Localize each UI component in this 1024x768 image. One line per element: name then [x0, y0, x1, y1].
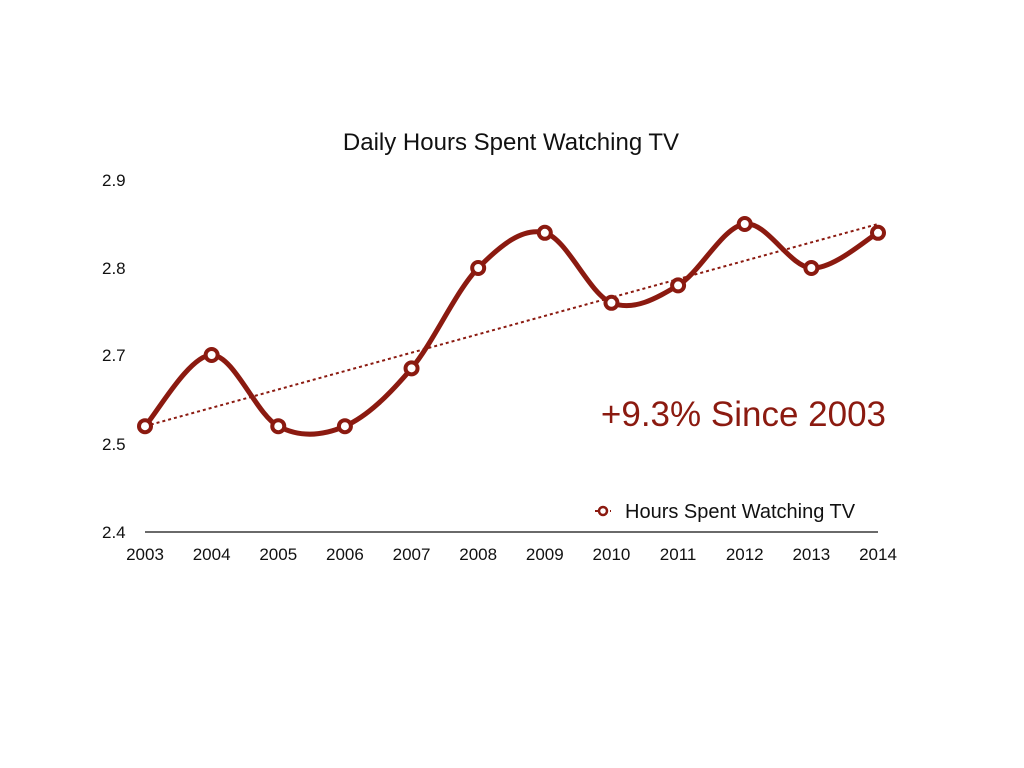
x-tick-label: 2011	[660, 545, 697, 564]
y-tick-label: 2.9	[102, 171, 126, 190]
x-tick-label: 2010	[593, 545, 631, 564]
y-tick-label: 2.7	[102, 346, 126, 365]
data-point	[670, 277, 687, 294]
legend: Hours Spent Watching TV	[595, 501, 856, 523]
data-point	[203, 347, 220, 363]
x-tick-label: 2013	[792, 545, 830, 564]
annotation-text: +9.3% Since 2003	[601, 395, 886, 434]
data-point	[470, 260, 487, 276]
data-point	[270, 418, 287, 435]
data-point	[336, 418, 353, 435]
x-tick-label: 2003	[126, 545, 164, 564]
data-point	[403, 360, 420, 377]
y-tick-label: 2.8	[102, 259, 126, 278]
data-point	[803, 260, 820, 276]
trendline	[144, 223, 879, 428]
x-tick-label: 2007	[393, 545, 431, 564]
chart-title: Daily Hours Spent Watching TV	[343, 129, 679, 156]
x-tick-label: 2006	[326, 545, 364, 564]
x-tick-label: 2005	[259, 545, 297, 564]
data-point	[137, 418, 153, 435]
x-axis-ticks: 2003 2004 2005 2006 2007 2008 2009 2010 2011 2012…	[126, 545, 897, 564]
x-tick-label: 2014	[859, 545, 897, 564]
x-tick-label: 2009	[526, 545, 564, 564]
y-tick-label: 2.5	[102, 435, 126, 454]
legend-marker	[597, 505, 609, 517]
x-tick-label: 2004	[193, 545, 231, 564]
y-tick-label: 2.4	[102, 523, 126, 542]
data-point	[536, 224, 553, 241]
data-point	[736, 216, 753, 232]
data-point	[603, 294, 620, 311]
legend-label: Hours Spent Watching TV	[625, 501, 856, 523]
x-tick-label: 2008	[459, 545, 497, 564]
y-axis-ticks: 2.4 2.5 2.7 2.8 2.9	[102, 171, 126, 542]
data-point	[870, 224, 886, 241]
x-tick-label: 2012	[726, 545, 764, 564]
data-points	[137, 216, 886, 435]
